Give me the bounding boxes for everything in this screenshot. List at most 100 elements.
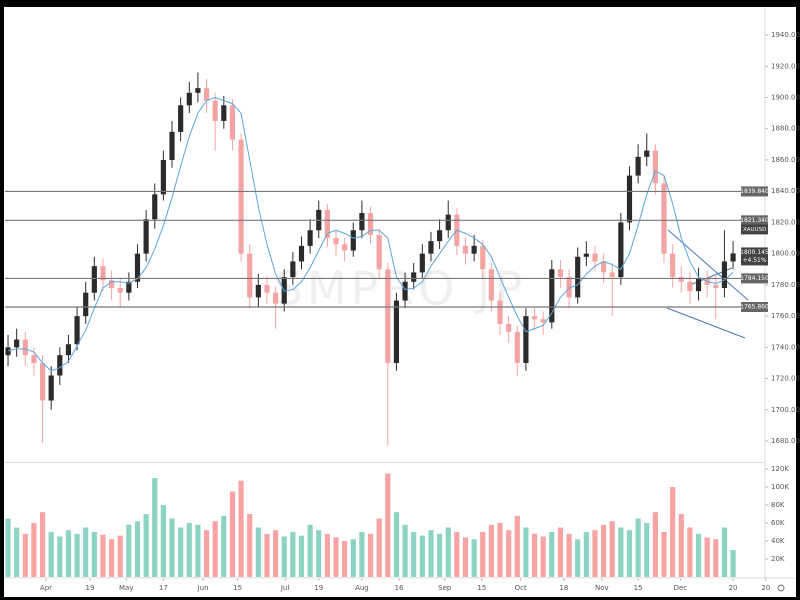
candle-body (592, 253, 598, 262)
candle-body (713, 284, 719, 289)
volume-bar (678, 514, 684, 577)
volume-bar (497, 523, 503, 577)
volume-bar (134, 521, 141, 577)
volume-bar (307, 524, 313, 577)
volume-bar (39, 512, 46, 577)
candle-body (437, 230, 443, 242)
x-tick-label: Aug (355, 584, 369, 592)
volume-bar (57, 536, 63, 577)
volume-bar (626, 530, 633, 577)
volume-bar (48, 532, 54, 577)
volume-bar (488, 524, 494, 577)
x-tick-label: 15 (233, 584, 242, 592)
x-tick-label: 15 (634, 584, 643, 592)
candle-body (506, 323, 512, 332)
volume-bar (583, 532, 589, 577)
volume-bar (601, 524, 607, 577)
candle-body (609, 272, 615, 278)
volume-tick-label: 80K (771, 501, 785, 509)
candle-body (385, 269, 391, 363)
volume-bar (31, 523, 37, 577)
candle-body (393, 300, 400, 363)
candle-body (65, 344, 72, 356)
volume-bar (143, 514, 149, 577)
candle-body (445, 214, 451, 231)
volume-bar (437, 533, 443, 577)
candle-body (203, 88, 210, 101)
x-tick-label: 18 (559, 584, 568, 592)
volume-bar (203, 530, 210, 577)
candle-body (419, 253, 425, 273)
volume-bar (212, 521, 218, 577)
x-tick-label: Nov (595, 584, 609, 592)
candle-body (48, 375, 54, 401)
candle-body (195, 88, 201, 93)
volume-bar (514, 515, 520, 577)
volume-bar (290, 532, 296, 577)
candle-body (255, 284, 261, 298)
y-tick-label: 1780.000 (771, 281, 800, 289)
volume-bar (169, 518, 175, 577)
candle-body (488, 269, 494, 301)
volume-bar (229, 491, 236, 577)
volume-bar (730, 550, 736, 577)
candle-body (238, 139, 244, 254)
volume-bar (281, 536, 287, 577)
volume-bar (22, 533, 28, 577)
volume-bar (152, 478, 158, 577)
volume-bar (91, 532, 97, 577)
candle-body (290, 261, 296, 278)
candle-body (324, 209, 330, 239)
volume-bar (721, 527, 728, 577)
candle-body (74, 316, 80, 345)
volume-bar (342, 541, 348, 577)
volume-bar (635, 518, 641, 577)
volume-bar (160, 505, 166, 577)
candle-body (540, 319, 546, 323)
candle-body (601, 261, 607, 273)
x-tick-label: Jun (197, 584, 209, 592)
candle-body (523, 316, 529, 363)
candle-body (678, 277, 684, 282)
candle-body (618, 222, 624, 278)
volume-tick-label: 120K (771, 465, 789, 473)
background (4, 7, 796, 597)
candle-body (402, 281, 408, 301)
volume-bar (609, 521, 615, 577)
volume-bar (109, 539, 115, 577)
volume-bar (540, 536, 546, 577)
volume-bar (221, 515, 227, 577)
candle-body (471, 245, 477, 254)
volume-bar (316, 530, 322, 577)
level-label-box (741, 301, 768, 312)
volume-bar (713, 539, 719, 577)
y-tick-label: 1820.000 (771, 218, 800, 226)
candle-body (376, 234, 382, 270)
last-price-box (741, 247, 768, 266)
volume-bar (195, 524, 201, 577)
y-tick-label: 1760.000 (771, 312, 800, 320)
candle-body (39, 362, 46, 401)
volume-bar (566, 533, 572, 577)
trendline (666, 307, 746, 339)
x-tick-label: 16 (395, 584, 404, 592)
candle-body (5, 347, 11, 356)
y-tick-label: 1920.000 (771, 62, 800, 70)
candle-body (661, 183, 667, 254)
volume-bar (445, 527, 451, 577)
x-tick-label: 20 (761, 584, 770, 592)
candle-body (160, 159, 166, 195)
volume-bar (385, 473, 391, 577)
volume-bar (83, 527, 89, 577)
candle-body (109, 280, 115, 289)
candle-body (350, 230, 356, 251)
volume-tick-label: 100K (771, 483, 789, 491)
volume-tick-label: 60K (771, 519, 785, 527)
volume-bar (324, 533, 330, 577)
candle-body (212, 100, 218, 121)
volume-bar (549, 532, 555, 577)
candle-body (635, 156, 641, 176)
candle-body (359, 213, 365, 231)
symbol-box (741, 224, 768, 235)
